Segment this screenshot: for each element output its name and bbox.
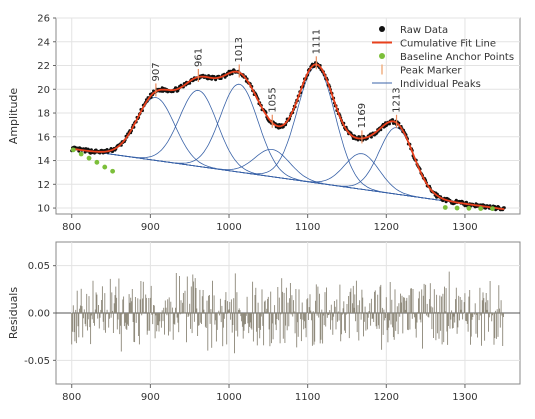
top-panel-frame [55, 17, 521, 215]
top-x-tick-label: 900 [141, 222, 160, 233]
bottom-x-tick-label: 1200 [374, 392, 399, 403]
baseline-anchor-point [94, 159, 100, 165]
top-y-ticks: 10 12 14 16 18 20 22 24 26 [37, 14, 56, 215]
legend-label: Baseline Anchor Points [400, 52, 514, 63]
bottom-x-ticks: 800 900 1000 1100 1200 1300 [62, 384, 478, 403]
top-y-axis-title: Amplitude [7, 88, 20, 145]
baseline-anchor-point [78, 151, 84, 157]
cumulative-fit [71, 63, 505, 211]
raw-data-point [391, 118, 395, 122]
top-y-tick-label: 14 [37, 156, 50, 167]
top-y-tick-label: 20 [37, 85, 50, 96]
top-y-tick-label: 16 [37, 132, 50, 143]
top-y-tick-label: 22 [37, 61, 50, 72]
baseline-anchor-point [478, 206, 484, 211]
top-x-ticks: 800 900 1000 1100 1200 1300 [62, 214, 478, 233]
peak-labels: 907 961 1013 1055 1111 1169 1213 [151, 29, 403, 129]
bottom-y-ticks: -0.05 0.00 0.05 [24, 261, 56, 367]
raw-data-point [463, 204, 467, 208]
top-x-tick-label: 1200 [374, 222, 399, 233]
bottom-x-tick-label: 900 [141, 392, 160, 403]
baseline-anchor-point [86, 155, 92, 161]
bottom-y-tick-label: 0.00 [28, 309, 50, 320]
peak-label: 1111 [311, 29, 322, 54]
legend-label: Peak Marker [400, 66, 462, 77]
peak-label: 1013 [234, 37, 245, 62]
bottom-y-axis-title: Residuals [7, 287, 20, 339]
cumulative-fit-line [71, 63, 505, 211]
legend-label: Individual Peaks [400, 79, 481, 90]
baseline-anchor-point [70, 147, 76, 153]
top-y-tick-label: 12 [37, 180, 50, 191]
legend-symbol [379, 26, 385, 32]
bottom-y-tick-label: -0.05 [24, 356, 50, 367]
baseline-anchor-point [466, 205, 472, 211]
peak-markers [155, 56, 398, 144]
bottom-x-tick-label: 1000 [216, 392, 241, 403]
bottom-x-tick-label: 800 [62, 392, 81, 403]
top-y-tick-label: 24 [37, 37, 50, 48]
top-x-tick-label: 1300 [452, 222, 477, 233]
legend-label: Cumulative Fit Line [400, 39, 496, 50]
peak-label: 961 [193, 48, 204, 67]
top-y-tick-label: 18 [37, 109, 50, 120]
baseline-anchor-point [110, 168, 116, 174]
top-y-tick-label: 26 [37, 14, 50, 25]
baseline-anchor-point [490, 206, 495, 212]
top-x-tick-label: 800 [62, 222, 81, 233]
peak-label: 1213 [392, 87, 403, 112]
legend-symbol [379, 53, 385, 59]
top-y-tick-label: 10 [37, 204, 50, 215]
bottom-x-tick-label: 1300 [452, 392, 477, 403]
baseline-line [71, 148, 505, 210]
top-x-tick-label: 1000 [216, 222, 241, 233]
baseline-anchor-point [454, 205, 460, 211]
bottom-y-tick-label: 0.05 [28, 261, 50, 272]
peak-label: 1169 [357, 103, 368, 128]
legend: Raw Data Cumulative Fit Line Baseline Anch… [372, 25, 514, 90]
top-x-tick-label: 1100 [295, 222, 320, 233]
peak-label: 1055 [267, 87, 278, 112]
top-grid [56, 17, 520, 214]
baseline-anchor-point [102, 164, 108, 170]
baseline-anchors [70, 147, 495, 212]
bottom-x-tick-label: 1100 [295, 392, 320, 403]
legend-label: Raw Data [400, 25, 448, 36]
baseline-anchor-point [442, 205, 448, 210]
peak-label: 907 [151, 62, 162, 81]
residual-bars [71, 271, 504, 354]
